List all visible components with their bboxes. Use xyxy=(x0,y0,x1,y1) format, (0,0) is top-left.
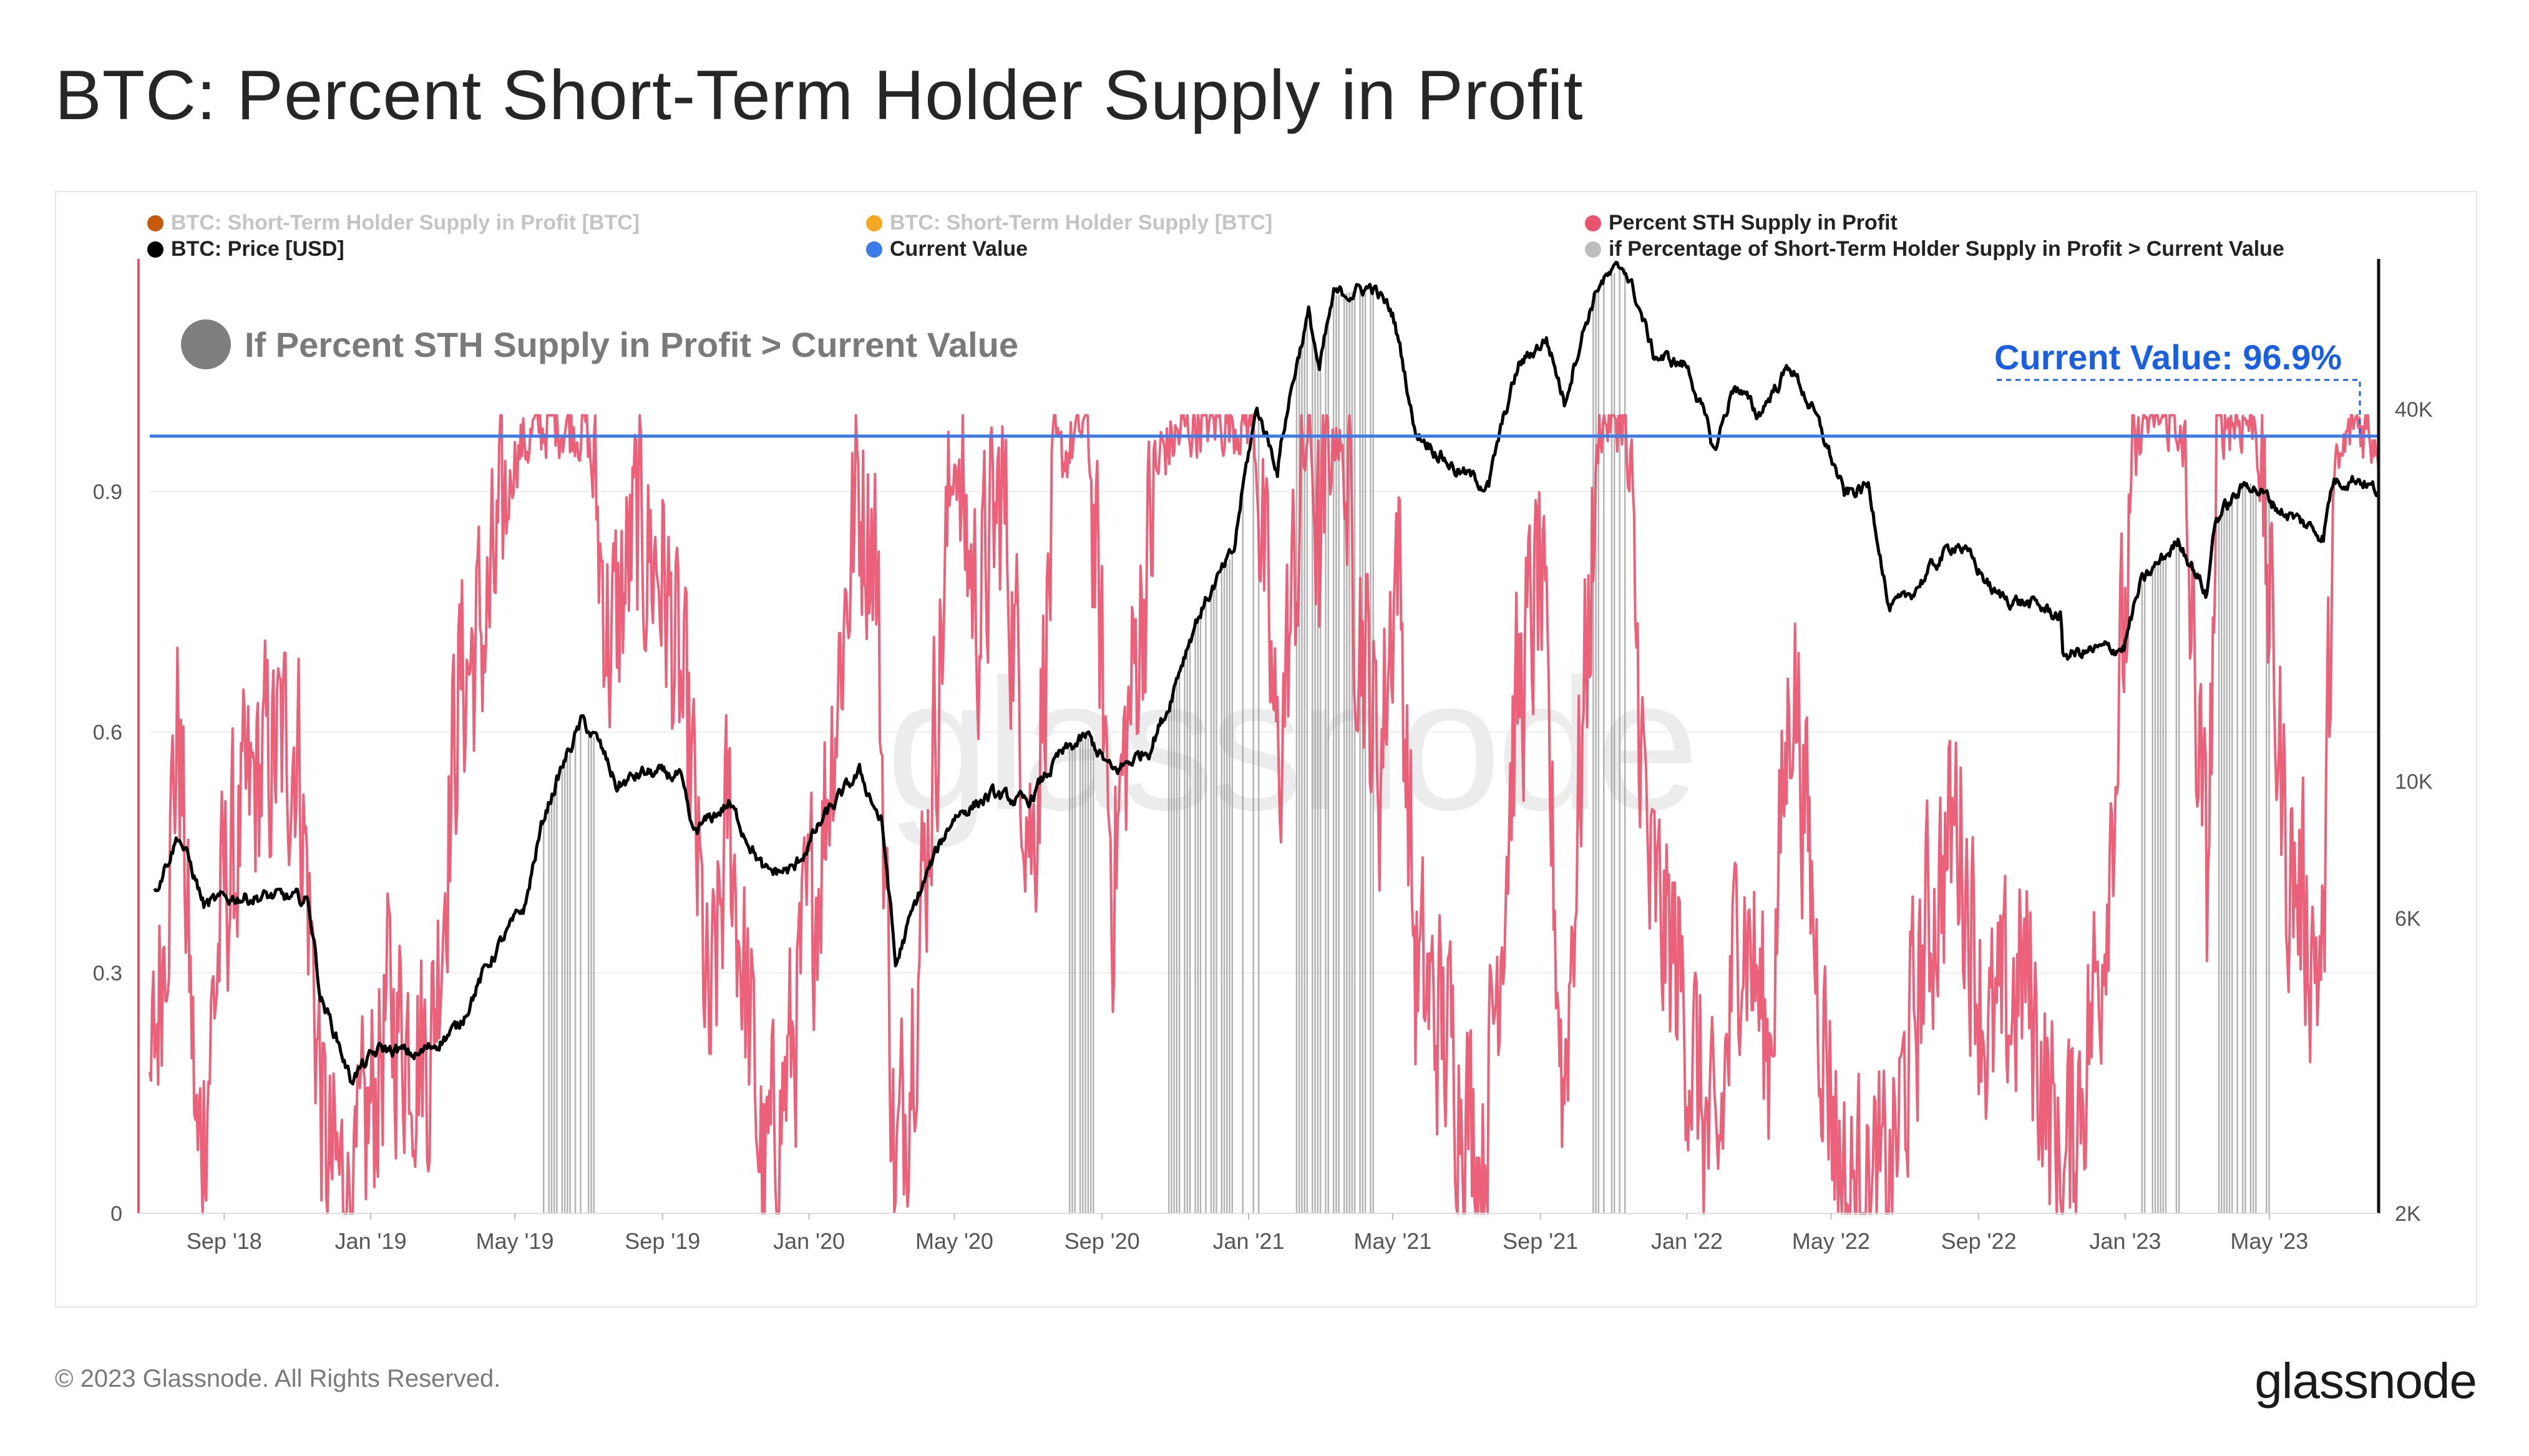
legend-item-btc-price[interactable]: BTC: Price [USD] xyxy=(147,237,344,261)
current-value-connector xyxy=(1997,379,2361,437)
tick-labels: 0 0.3 0.6 0.9 2K 6K 10K 40K Sep '18 Jan '19 May '1… xyxy=(93,398,2433,1254)
legend-item-highlight-condition[interactable]: if Percentage of Short-Term Holder Suppl… xyxy=(1585,237,2284,261)
series-btc-price xyxy=(153,260,2380,1086)
y-left-tick-label: 0.3 xyxy=(93,961,122,985)
watermark: glassnode xyxy=(886,639,1700,849)
chart-frame xyxy=(55,191,2477,1308)
series-percent-sth xyxy=(149,414,2380,1215)
series-line-btc-price xyxy=(153,260,2380,1086)
legend-dot xyxy=(866,215,882,231)
legend-label: BTC: Short-Term Holder Supply in Profit … xyxy=(171,211,640,235)
y-right-tick-label: 6K xyxy=(2395,907,2421,931)
x-tick-label: May '22 xyxy=(1792,1228,1870,1254)
legend-dot xyxy=(147,241,163,258)
axes xyxy=(137,259,2380,1214)
legend-label: Percent STH Supply in Profit xyxy=(1609,211,1898,235)
current-value-line xyxy=(150,379,2379,438)
y-right-tick-label: 2K xyxy=(2395,1202,2421,1226)
y-right-tick-label: 40K xyxy=(2395,398,2433,422)
series-line-percent-sth xyxy=(149,414,2380,1215)
x-tick-label: Jan '21 xyxy=(1212,1228,1284,1254)
y-left-tick-label: 0.6 xyxy=(93,721,122,745)
y-right-tick-label: 10K xyxy=(2395,770,2433,794)
legend-item-sth-supply[interactable]: BTC: Short-Term Holder Supply [BTC] xyxy=(866,211,1272,235)
x-tick-label: Sep '19 xyxy=(625,1228,700,1254)
x-tick-label: Sep '21 xyxy=(1503,1228,1578,1254)
chart-legend: BTC: Short-Term Holder Supply in Profit … xyxy=(0,211,2529,267)
legend-label: BTC: Price [USD] xyxy=(171,237,344,261)
annotation-dot-icon xyxy=(181,319,231,369)
legend-item-current-value[interactable]: Current Value xyxy=(866,237,1028,261)
legend-dot xyxy=(147,215,163,231)
y-left-tick-label: 0 xyxy=(110,1202,122,1226)
page-title: BTC: Percent Short-Term Holder Supply in… xyxy=(55,56,1584,134)
glassnode-logo: glassnode xyxy=(2254,1353,2477,1409)
legend-item-percent-sth-in-profit[interactable]: Percent STH Supply in Profit xyxy=(1585,211,1898,235)
condition-annotation: If Percent STH Supply in Profit > Curren… xyxy=(181,319,1018,369)
legend-item-sth-supply-in-profit[interactable]: BTC: Short-Term Holder Supply in Profit … xyxy=(147,211,640,235)
x-tick-label: Jan '20 xyxy=(773,1228,845,1254)
legend-label: Current Value xyxy=(890,237,1028,261)
x-tick-label: Sep '20 xyxy=(1065,1228,1140,1254)
legend-dot xyxy=(1585,215,1601,231)
x-tick-label: Jan '23 xyxy=(2089,1228,2161,1254)
current-value-label: Current Value: 96.9% xyxy=(1994,337,2342,377)
legend-label: if Percentage of Short-Term Holder Suppl… xyxy=(1609,237,2284,261)
condition-annotation-label: If Percent STH Supply in Profit > Curren… xyxy=(245,324,1019,364)
x-tick-label: May '23 xyxy=(2230,1228,2308,1254)
x-tick-label: Jan '22 xyxy=(1651,1228,1723,1254)
legend-dot xyxy=(1585,241,1601,258)
legend-label: BTC: Short-Term Holder Supply [BTC] xyxy=(890,211,1273,235)
x-tick-label: Jan '19 xyxy=(335,1228,407,1254)
x-tick-label: May '19 xyxy=(476,1228,554,1254)
x-tick-label: May '20 xyxy=(915,1228,993,1254)
x-tick-label: May '21 xyxy=(1353,1228,1431,1254)
y-left-tick-label: 0.9 xyxy=(93,480,122,504)
legend-dot xyxy=(866,241,882,258)
x-tick-label: Sep '22 xyxy=(1941,1228,2017,1254)
copyright: © 2023 Glassnode. All Rights Reserved. xyxy=(55,1365,501,1392)
x-tick-label: Sep '18 xyxy=(187,1228,262,1254)
